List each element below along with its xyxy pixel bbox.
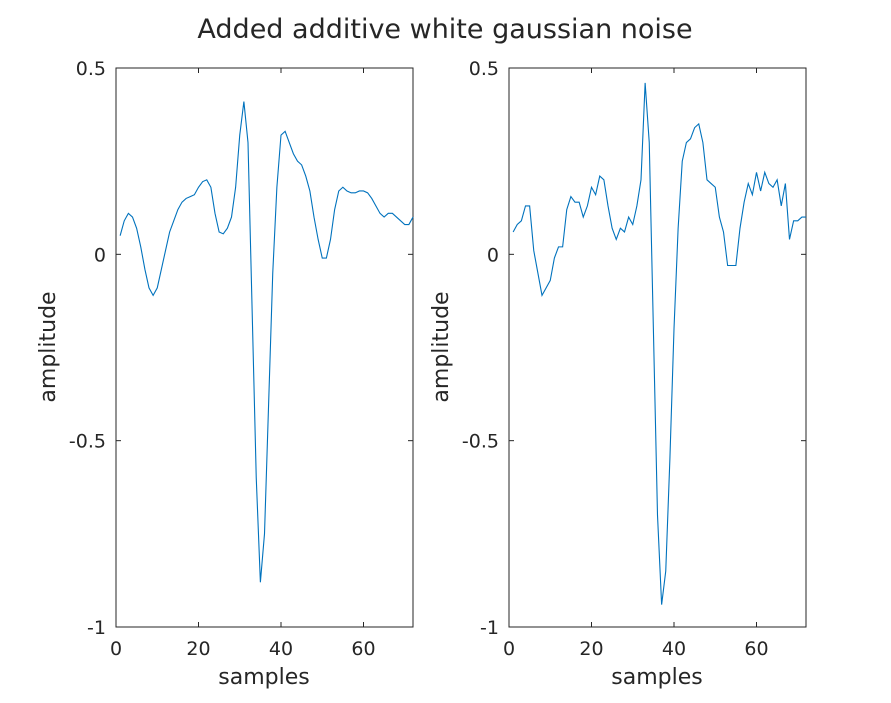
right-plot-x-tick-label: 40 bbox=[662, 638, 686, 660]
right-plot-y-tick-label: -1 bbox=[480, 617, 499, 639]
left-plot-y-tick-label: -0.5 bbox=[69, 431, 106, 453]
right-plot-x-tick-label: 0 bbox=[503, 638, 515, 660]
right-plot-y-tick-label: -0.5 bbox=[462, 431, 499, 453]
left-plot-x-tick-label: 40 bbox=[269, 638, 293, 660]
left-plot: 0 20 40 60 0.5 0 -0.5 -1 samples amplitude bbox=[36, 58, 414, 690]
right-plot-x-axis-label: samples bbox=[611, 665, 702, 690]
left-plot-y-tick-label: 0.5 bbox=[76, 58, 106, 80]
left-plot-x-tick-label: 60 bbox=[351, 638, 375, 660]
right-plot: 0 20 40 60 0.5 0 -0.5 -1 samples amplitude bbox=[429, 58, 807, 690]
left-plot-ticks: 0 20 40 60 0.5 0 -0.5 -1 bbox=[69, 58, 413, 660]
right-plot-y-axis-label: amplitude bbox=[429, 291, 454, 402]
right-plot-y-tick-label: 0 bbox=[487, 244, 499, 266]
left-plot-frame bbox=[115, 67, 414, 628]
left-plot-y-tick-label: 0 bbox=[94, 244, 106, 266]
right-plot-x-tick-label: 60 bbox=[744, 638, 768, 660]
right-plot-ticks: 0 20 40 60 0.5 0 -0.5 -1 bbox=[462, 58, 806, 660]
left-plot-x-tick-label: 20 bbox=[186, 638, 210, 660]
right-plot-frame bbox=[508, 67, 807, 628]
right-plot-x-tick-label: 20 bbox=[579, 638, 603, 660]
left-plot-x-axis-label: samples bbox=[218, 665, 309, 690]
right-plot-y-tick-label: 0.5 bbox=[469, 58, 499, 80]
right-plot-series-line bbox=[512, 82, 806, 605]
figure-title: Added additive white gaussian noise bbox=[197, 14, 692, 45]
left-plot-series-line bbox=[119, 101, 414, 583]
left-plot-x-tick-label: 0 bbox=[110, 638, 122, 660]
left-plot-y-tick-label: -1 bbox=[87, 617, 106, 639]
left-plot-y-axis-label: amplitude bbox=[36, 291, 61, 402]
